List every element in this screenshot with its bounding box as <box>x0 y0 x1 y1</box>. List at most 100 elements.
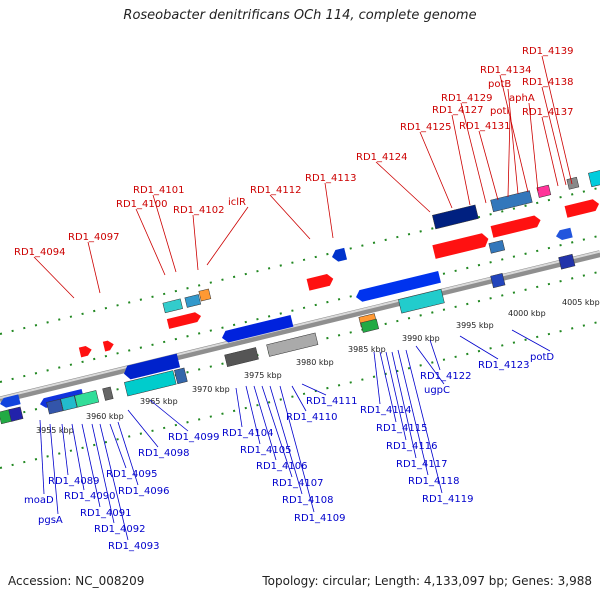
lower-gene-box-11 <box>360 318 380 333</box>
upper-gene-label: RD1_4138 <box>522 77 573 88</box>
kbp-tick-label: 3955 kbp <box>36 426 74 435</box>
lower-gene-label: RD1_4115 <box>376 423 427 434</box>
upper-callout-line <box>324 182 334 239</box>
lower-gene-arrow-5 <box>488 239 506 254</box>
lower-gene-box-9-shape <box>266 332 319 357</box>
upper-callout-line <box>507 88 519 195</box>
upper-gene-box-8-shape <box>588 169 600 188</box>
kbp-tick-label: 4000 kbp <box>508 309 546 318</box>
lower-callout-line <box>39 419 45 495</box>
lower-gene-label: RD1_4093 <box>108 541 159 552</box>
lower-gene-label: RD1_4090 <box>64 491 115 502</box>
upper-callout-line <box>152 194 177 273</box>
lower-callout-line <box>117 421 139 486</box>
upper-gene-arrow-4 <box>432 233 489 259</box>
upper-gene-label: RD1_4129 <box>441 93 492 104</box>
upper-gene-arrow-0 <box>78 345 92 358</box>
upper-callout-line <box>541 55 573 185</box>
lower-callout-line <box>385 351 407 441</box>
upper-gene-label: iclR <box>228 197 246 208</box>
upper-gene-label: RD1_4134 <box>480 65 531 76</box>
lower-gene-box-13 <box>490 272 506 289</box>
upper-gene-box-9-shape <box>556 227 573 241</box>
upper-gene-arrow-6 <box>564 199 600 218</box>
upper-callout-line <box>269 194 311 240</box>
lower-gene-label: RD1_4119 <box>422 494 473 505</box>
lower-gene-box-1-shape <box>8 406 24 422</box>
lower-gene-label: RD1_4109 <box>294 513 345 524</box>
upper-gene-label: RD1_4131 <box>459 121 510 132</box>
lower-gene-label: RD1_4091 <box>80 508 131 519</box>
upper-callout-line <box>87 241 101 294</box>
upper-callout-line <box>375 161 431 213</box>
lower-gene-box-7-shape <box>174 367 188 385</box>
lower-gene-box-4 <box>74 390 100 408</box>
lower-callout-line <box>61 423 69 476</box>
genome-summary-text: Topology: circular; Length: 4,133,097 bp… <box>262 574 592 588</box>
upper-callout-line <box>541 86 567 186</box>
upper-gene-arrow-1 <box>102 340 114 352</box>
lower-gene-box-11-shape <box>360 318 380 333</box>
lower-callout-line <box>459 335 499 360</box>
upper-callout-line <box>206 206 249 266</box>
kbp-tick-label: 3995 kbp <box>456 321 494 330</box>
lower-gene-box-13-shape <box>490 272 506 289</box>
lower-callout-line <box>49 423 59 515</box>
upper-gene-label: RD1_4113 <box>305 173 356 184</box>
lower-gene-box-7 <box>174 367 188 385</box>
lower-gene-label: RD1_4107 <box>272 478 323 489</box>
upper-callout-line <box>192 214 199 271</box>
upper-gene-arrow-5-shape <box>490 215 541 238</box>
lower-gene-box-6 <box>124 370 177 397</box>
lower-callout-line <box>391 351 417 459</box>
lower-gene-box-2 <box>46 398 64 415</box>
upper-gene-label: potI <box>490 106 509 117</box>
lower-callout-line <box>397 349 429 476</box>
lower-gene-box-3 <box>60 395 78 412</box>
map-title: Roseobacter denitrificans OCh 114, compl… <box>123 8 477 23</box>
lower-gene-label: RD1_4116 <box>386 441 437 452</box>
upper-gene-box-8 <box>588 169 600 188</box>
upper-gene-box-1-shape <box>184 294 202 308</box>
upper-callout-line <box>478 130 499 201</box>
lower-gene-label: moaD <box>24 495 54 506</box>
upper-gene-box-2-shape <box>198 288 212 302</box>
kbp-tick-label: 3965 kbp <box>140 397 178 406</box>
lower-callout-line <box>511 329 551 352</box>
upper-gene-box-4-shape <box>432 204 479 230</box>
upper-gene-box-0 <box>162 298 183 314</box>
upper-gene-box-3-shape <box>332 247 348 262</box>
lower-gene-box-2-shape <box>46 398 64 415</box>
lower-gene-box-1 <box>8 406 24 422</box>
lower-callout-line <box>149 399 189 432</box>
upper-gene-box-7 <box>566 176 580 190</box>
lower-callout-line <box>415 345 445 385</box>
upper-gene-box-5-shape <box>490 190 533 213</box>
lower-gene-arrow-4-shape <box>356 270 441 302</box>
upper-gene-label: RD1_4139 <box>522 46 573 57</box>
lower-gene-label: RD1_4095 <box>106 469 157 480</box>
upper-gene-label: RD1_4112 <box>250 185 301 196</box>
lower-gene-label: RD1_4106 <box>256 461 307 472</box>
kbp-tick-label: 3980 kbp <box>296 358 334 367</box>
lower-gene-arrow-0-shape <box>0 394 21 408</box>
upper-gene-arrow-5 <box>490 215 541 238</box>
upper-gene-box-1 <box>184 294 202 308</box>
lower-gene-label: ugpC <box>424 385 450 396</box>
upper-gene-label: RD1_4137 <box>522 107 573 118</box>
lower-gene-arrow-5-shape <box>488 239 506 254</box>
lower-gene-label: pgsA <box>38 515 63 526</box>
upper-gene-arrow-3-shape <box>306 274 334 291</box>
upper-callout-line <box>528 102 539 192</box>
backbone-line <box>0 250 600 404</box>
lower-gene-label: RD1_4123 <box>478 360 529 371</box>
lower-callout-line <box>261 385 293 478</box>
upper-gene-box-5 <box>490 190 533 213</box>
upper-gene-box-9 <box>556 227 573 241</box>
upper-gene-box-7-shape <box>566 176 580 190</box>
lower-gene-box-14-shape <box>558 253 576 270</box>
lower-callout-line <box>109 423 127 469</box>
kbp-tick-label: 3960 kbp <box>86 412 124 421</box>
upper-gene-box-6-shape <box>536 184 552 198</box>
